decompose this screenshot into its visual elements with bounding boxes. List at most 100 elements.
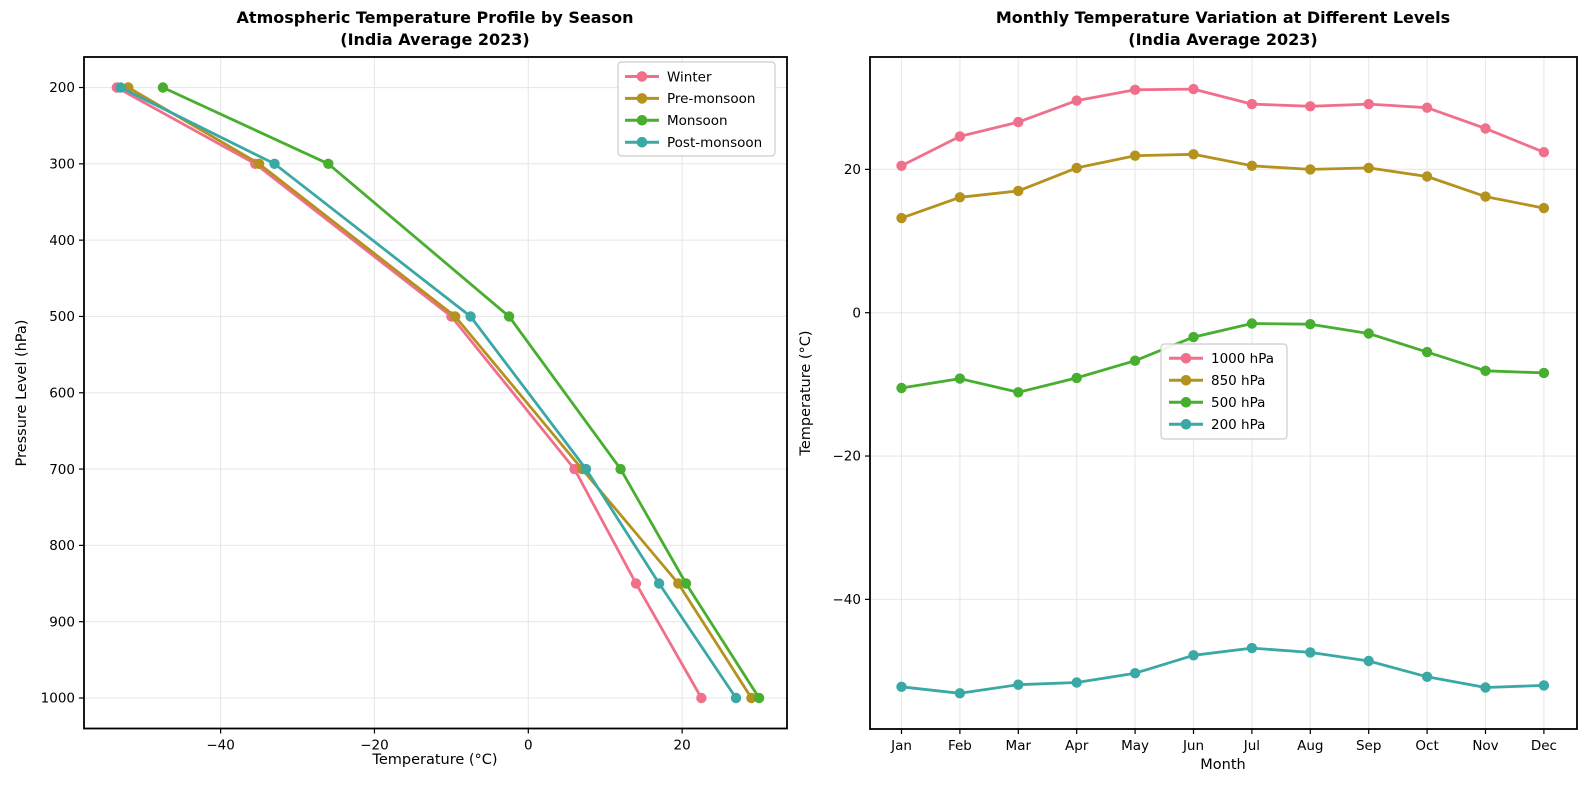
data-point bbox=[1480, 365, 1491, 376]
series-850-hpa bbox=[896, 149, 1550, 224]
data-point bbox=[1480, 123, 1491, 134]
legend-marker bbox=[636, 115, 648, 126]
series-200-hpa bbox=[896, 642, 1550, 699]
x-tick-label: Feb bbox=[948, 738, 972, 754]
y-tick-label: 800 bbox=[49, 538, 75, 554]
y-tick-label: 300 bbox=[49, 157, 75, 173]
legend-label: Winter bbox=[667, 69, 712, 85]
data-point bbox=[615, 463, 626, 475]
ticks: −40 −20 0 20 200 300 400 500 600 700 800 900 1000 bbox=[41, 80, 691, 753]
data-point bbox=[1363, 98, 1374, 110]
legend-label: 500 hPa bbox=[1211, 395, 1265, 411]
data-point bbox=[157, 82, 169, 93]
data-point bbox=[1013, 116, 1024, 128]
data-point bbox=[1188, 149, 1199, 160]
legend-label: 200 hPa bbox=[1211, 417, 1265, 433]
left-chart-title-line1: Atmospheric Temperature Profile by Seaso… bbox=[236, 8, 634, 27]
data-point bbox=[269, 158, 280, 169]
data-point bbox=[680, 578, 692, 589]
legend-marker bbox=[636, 71, 648, 82]
x-tick-label: Apr bbox=[1065, 738, 1089, 754]
legend-entry-monsoon: Monsoon bbox=[625, 113, 728, 129]
data-point bbox=[1071, 162, 1082, 174]
series-post-monsoon bbox=[115, 82, 742, 704]
legend-label: 1000 hPa bbox=[1211, 351, 1274, 367]
data-point bbox=[1363, 328, 1374, 339]
legend-label: 850 hPa bbox=[1211, 373, 1265, 389]
legend-box bbox=[1160, 343, 1288, 440]
data-point bbox=[1363, 655, 1374, 667]
data-point bbox=[1538, 367, 1550, 379]
right-chart: Jan Feb Mar Apr May Jun Jul Aug Sep Oct Nov Dec 20 0 −… bbox=[833, 56, 1578, 754]
legend: 1000 hPa 850 hPa 500 hPa 200 hPa bbox=[1160, 343, 1288, 440]
legend-label: Pre-monsoon bbox=[667, 91, 755, 107]
data-point bbox=[1363, 162, 1374, 174]
data-point bbox=[1246, 642, 1258, 654]
data-point bbox=[1071, 372, 1082, 384]
data-point bbox=[253, 158, 265, 169]
data-point bbox=[323, 158, 334, 169]
data-point bbox=[746, 692, 757, 704]
data-point bbox=[1013, 679, 1024, 690]
data-point bbox=[1188, 331, 1199, 343]
x-tick-label: Jan bbox=[890, 738, 912, 754]
series-monsoon bbox=[157, 82, 765, 704]
y-tick-label: 20 bbox=[844, 162, 861, 178]
data-point bbox=[896, 382, 907, 394]
legend-entry-1000-hpa: 1000 hPa bbox=[1169, 351, 1274, 367]
data-point bbox=[1246, 318, 1258, 329]
data-point bbox=[1071, 95, 1082, 106]
data-point bbox=[1538, 680, 1550, 691]
data-point bbox=[1421, 346, 1433, 358]
data-point bbox=[1246, 160, 1258, 171]
series-1000-hpa bbox=[896, 83, 1550, 171]
x-tick-label: May bbox=[1121, 738, 1149, 754]
data-point bbox=[954, 373, 966, 384]
data-point bbox=[1421, 671, 1433, 682]
legend-marker bbox=[1180, 397, 1192, 408]
data-point bbox=[450, 311, 461, 322]
data-point bbox=[1129, 150, 1141, 161]
right-chart-title-line1: Monthly Temperature Variation at Differe… bbox=[995, 8, 1451, 27]
left-chart-title-line2: (India Average 2023) bbox=[340, 29, 530, 49]
legend-entry-pre-monsoon: Pre-monsoon bbox=[625, 91, 755, 107]
data-point bbox=[1480, 191, 1491, 202]
data-point bbox=[569, 463, 580, 475]
ticks: Jan Feb Mar Apr May Jun Jul Aug Sep Oct Nov Dec 20 0 −… bbox=[833, 162, 1557, 754]
data-point bbox=[954, 131, 966, 142]
y-tick-label: 400 bbox=[49, 233, 75, 249]
legend-entry-200-hpa: 200 hPa bbox=[1169, 417, 1265, 433]
legend: Winter Pre-monsoon Monsoon Post-monsoon bbox=[617, 61, 776, 157]
y-tick-label: 200 bbox=[49, 80, 75, 96]
legend-marker bbox=[1180, 375, 1192, 386]
x-tick-label: Jul bbox=[1243, 738, 1260, 754]
legend-marker bbox=[1180, 353, 1192, 364]
left-chart-ylabel: Pressure Level (hPa) bbox=[14, 319, 30, 467]
y-tick-label: 500 bbox=[49, 309, 75, 325]
right-chart-title-line2: (India Average 2023) bbox=[1128, 29, 1318, 49]
x-tick-label: Sep bbox=[1356, 738, 1381, 754]
x-tick-label: Dec bbox=[1531, 738, 1557, 754]
data-point bbox=[753, 692, 765, 704]
data-point bbox=[1188, 650, 1199, 661]
x-tick-label: −20 bbox=[360, 738, 389, 754]
legend-label: Post-monsoon bbox=[667, 135, 762, 151]
data-point bbox=[1013, 387, 1024, 398]
legend-marker bbox=[636, 93, 648, 104]
data-point bbox=[696, 692, 707, 704]
data-point bbox=[1129, 668, 1141, 679]
data-point bbox=[1188, 83, 1199, 95]
right-chart-xlabel: Month bbox=[1200, 757, 1246, 773]
data-point bbox=[1013, 185, 1024, 197]
left-chart-xlabel: Temperature (°C) bbox=[372, 752, 498, 768]
data-point bbox=[1480, 682, 1491, 693]
data-point bbox=[896, 212, 907, 224]
y-tick-label: 900 bbox=[49, 614, 75, 630]
x-tick-label: Aug bbox=[1297, 738, 1323, 754]
data-point bbox=[115, 82, 126, 93]
series-500-hpa bbox=[896, 318, 1550, 398]
y-tick-label: 700 bbox=[49, 462, 75, 478]
legend-entry-post-monsoon: Post-monsoon bbox=[625, 135, 762, 151]
legend-marker bbox=[1180, 419, 1192, 430]
